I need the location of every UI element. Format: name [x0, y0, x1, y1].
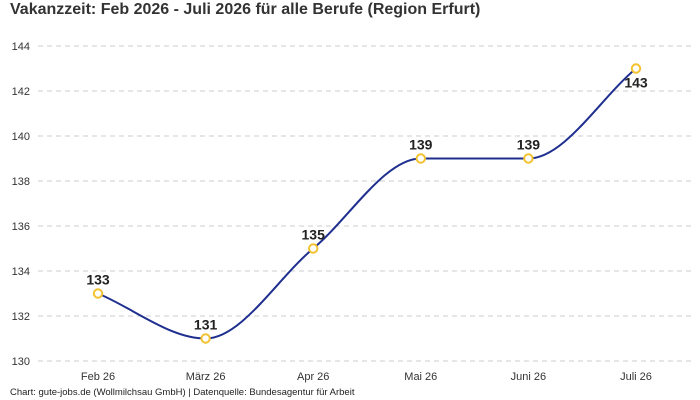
data-labels: 133 131 135 139 139 143: [86, 75, 648, 333]
y-tick-label: 130: [12, 356, 30, 368]
y-tick-label: 142: [12, 86, 30, 98]
y-tick-label: 138: [12, 176, 30, 188]
data-point: [200, 333, 211, 344]
x-tick-label: Juni 26: [511, 371, 546, 383]
series-line-path: [97, 67, 637, 340]
y-tick-label: 136: [12, 221, 30, 233]
x-tick-label: Mai 26: [404, 371, 437, 383]
x-tick-label: Feb 26: [81, 371, 115, 383]
data-point: [523, 153, 534, 164]
x-axis-ticks: Feb 26 März 26 Apr 26 Mai 26 Juni 26 Juli 26: [81, 371, 652, 383]
x-tick-label: Juli 26: [620, 371, 652, 383]
data-markers: [92, 63, 642, 344]
y-tick-label: 134: [12, 266, 30, 278]
series-line: [97, 67, 637, 340]
data-label: 131: [194, 317, 218, 333]
chart-title: Vakanzzeit: Feb 2026 - Juli 2026 für all…: [10, 1, 481, 18]
data-label: 135: [302, 227, 326, 243]
chart-footer: Chart: gute-jobs.de (Wollmilchsau GmbH) …: [10, 387, 355, 398]
data-label: 139: [409, 137, 433, 153]
data-point: [415, 153, 426, 164]
grid-lines: [38, 45, 692, 362]
data-point: [308, 243, 319, 254]
data-label: 143: [624, 75, 648, 91]
y-tick-label: 144: [12, 41, 30, 53]
x-tick-label: Apr 26: [297, 371, 329, 383]
y-tick-label: 132: [12, 311, 30, 323]
data-label: 139: [517, 137, 541, 153]
x-tick-label: März 26: [186, 371, 226, 383]
data-label: 133: [86, 272, 110, 288]
data-point: [630, 63, 642, 74]
data-point: [92, 288, 104, 299]
y-axis-ticks: 130 132 134 136 138 140 142 144: [12, 41, 30, 368]
y-tick-label: 140: [12, 131, 30, 143]
